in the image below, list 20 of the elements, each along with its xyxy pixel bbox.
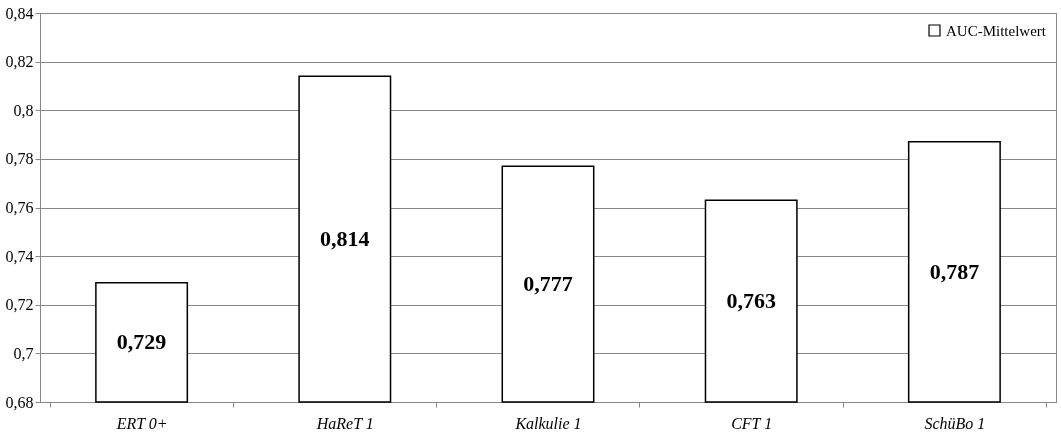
y-tick-label: 0,74	[5, 247, 34, 265]
legend-label: AUC-Mittelwert	[946, 22, 1047, 39]
y-tick-label: 0,8	[13, 101, 34, 119]
y-tick-label: 0,84	[5, 4, 34, 22]
x-tick-label: HaReT 1	[315, 414, 374, 432]
y-tick-label: 0,72	[5, 296, 34, 314]
y-tick-label: 0,82	[5, 53, 34, 71]
x-tick-label: CFT 1	[731, 414, 773, 432]
data-label: 0,763	[726, 288, 776, 314]
y-tick-label: 0,76	[5, 199, 34, 216]
y-tick-label: 0,68	[5, 393, 34, 411]
y-tick-label: 0,78	[5, 150, 34, 168]
y-tick-label: 0,7	[13, 344, 34, 362]
data-label: 0,777	[523, 271, 573, 297]
data-label: 0,787	[929, 258, 980, 284]
data-label: 0,729	[116, 329, 167, 355]
x-tick-label: Kalkulie 1	[514, 414, 582, 432]
x-tick-label: ERT 0+	[115, 414, 168, 432]
x-tick-label: SchüBo 1	[924, 414, 986, 432]
data-label: 0,814	[320, 226, 370, 252]
